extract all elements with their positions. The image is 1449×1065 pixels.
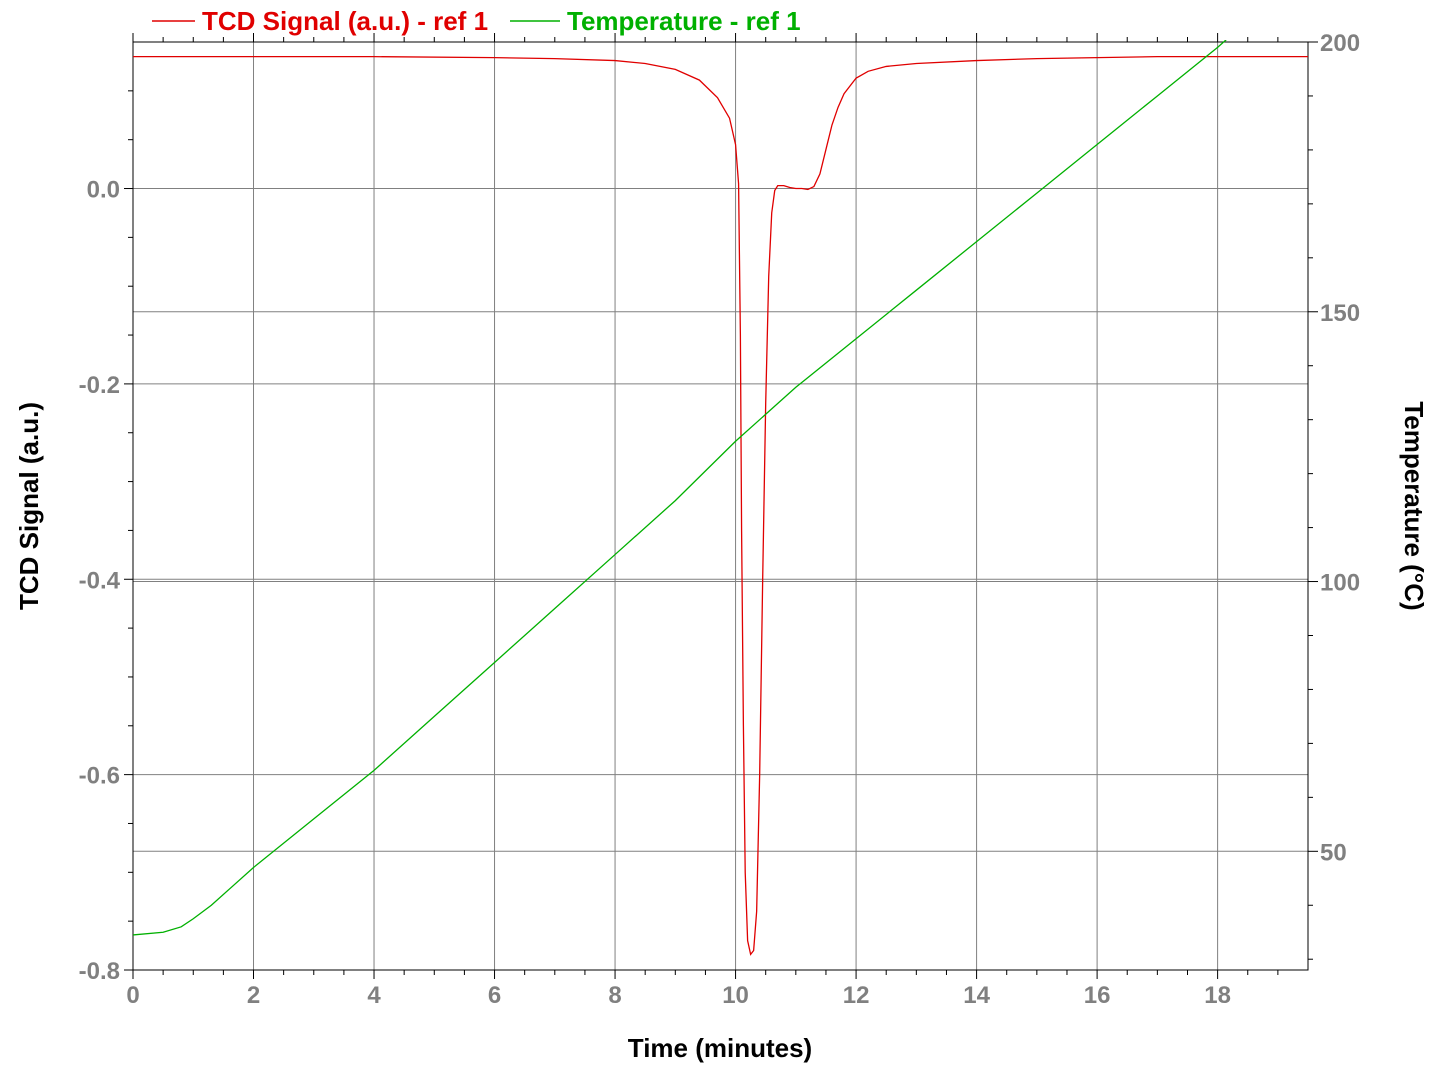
- grid: [132, 41, 1308, 971]
- y-right-tick-label: 200: [1320, 30, 1360, 57]
- x-tick-label: 16: [1084, 982, 1111, 1009]
- x-tick-label: 4: [367, 982, 381, 1009]
- y-right-tick-label: 50: [1320, 839, 1347, 866]
- x-tick-label: 12: [843, 982, 870, 1009]
- x-tick-label: 10: [722, 982, 749, 1009]
- plot-area-frame: [132, 41, 1309, 971]
- legend-label-temperature: Temperature - ref 1: [567, 6, 801, 36]
- series-line-tcd-signal: [133, 56, 1308, 956]
- ticks: [124, 33, 1318, 979]
- y-left-tick-label: -0.8: [79, 958, 120, 985]
- series-line-temperature: [133, 40, 1227, 936]
- legend-label-tcd: TCD Signal (a.u.) - ref 1: [202, 6, 488, 36]
- y-left-tick-label: -0.6: [79, 763, 120, 790]
- x-tick-label: 2: [247, 982, 260, 1009]
- y-right-tick-label: 100: [1320, 570, 1360, 597]
- y-left-tick-label: -0.4: [79, 567, 121, 594]
- y-right-tick-label: 150: [1320, 300, 1360, 327]
- y-left-tick-label: 0.0: [87, 177, 120, 204]
- legend: TCD Signal (a.u.) - ref 1 Temperature - …: [152, 6, 801, 36]
- y-left-tick-label: -0.2: [79, 372, 120, 399]
- x-axis-title: Time (minutes): [628, 1033, 812, 1063]
- tick-labels: 0 2 4 6 8 10 12 14 16 18 0.0 -0.2 -0.4 -0.6 -0.8 200 150…: [79, 30, 1360, 1009]
- x-tick-label: 14: [963, 982, 990, 1009]
- y-axis-right-title: Temperature (°C): [1399, 401, 1429, 610]
- y-axis-left-title: TCD Signal (a.u.): [14, 402, 44, 610]
- x-tick-label: 6: [488, 982, 501, 1009]
- x-tick-label: 0: [126, 982, 139, 1009]
- x-tick-label: 8: [608, 982, 621, 1009]
- series-layer: [133, 40, 1308, 956]
- x-tick-label: 18: [1204, 982, 1231, 1009]
